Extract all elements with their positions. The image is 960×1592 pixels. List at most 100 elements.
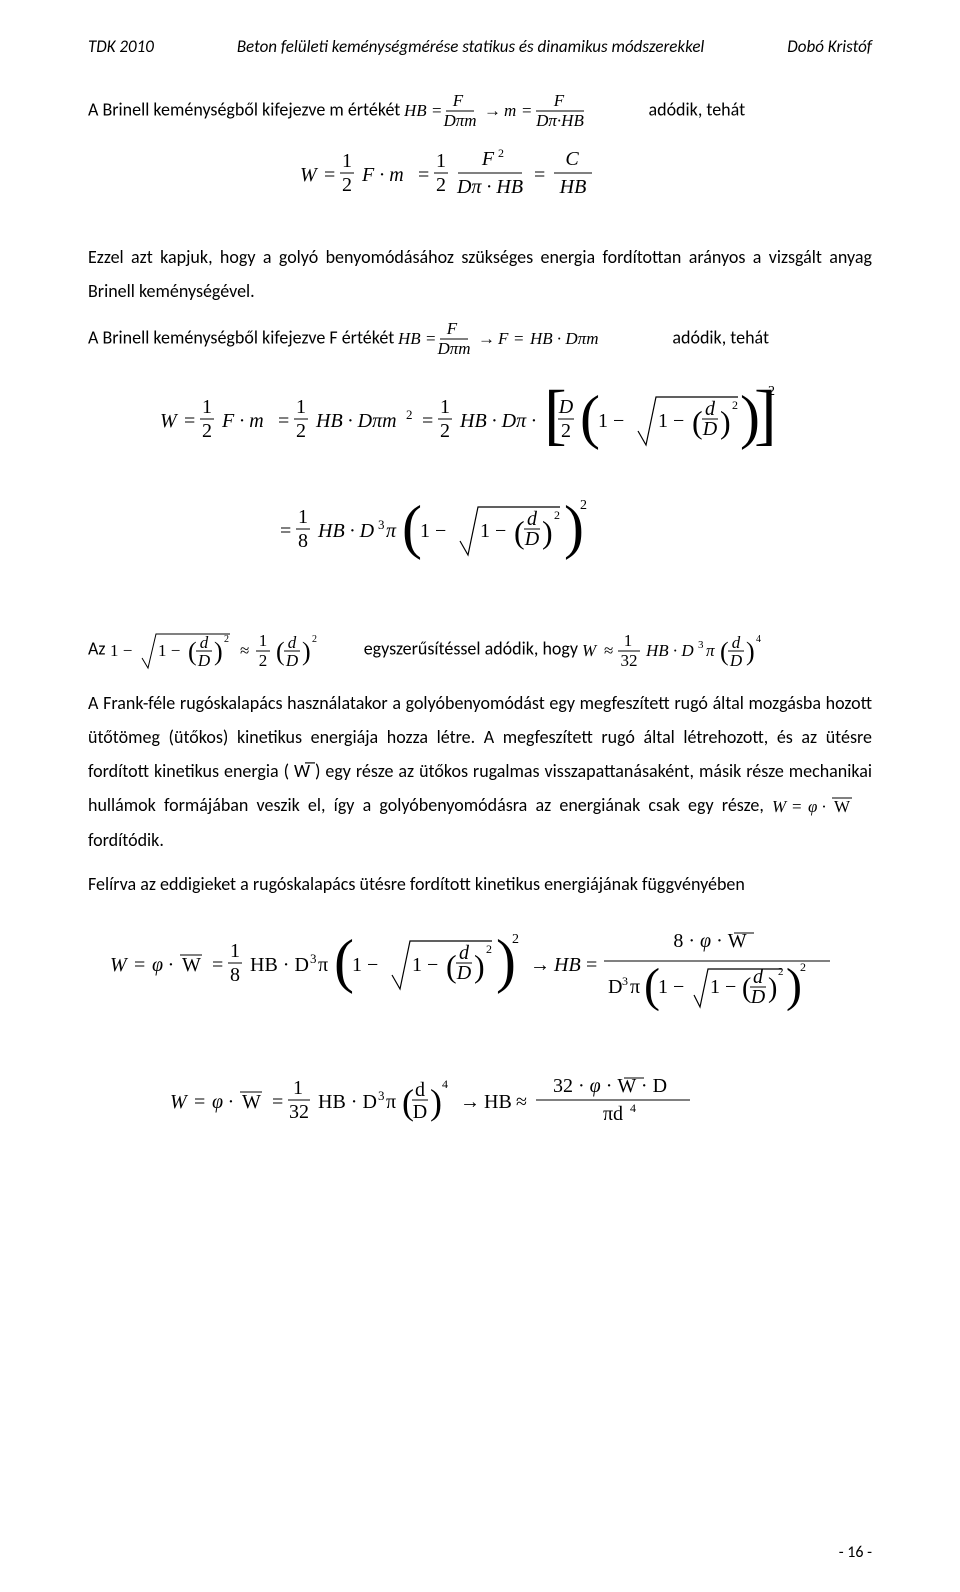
- svg-text:=: =: [586, 954, 597, 976]
- svg-text:4: 4: [756, 634, 761, 645]
- svg-text:2: 2: [554, 508, 560, 522]
- svg-text:2: 2: [778, 966, 784, 978]
- display-eq-1: W = 1 2 F · m = 1 2 F 2 Dπ · HB =: [88, 143, 872, 218]
- paragraph-2: Ezzel azt kapjuk, hogy a golyó benyomódá…: [88, 240, 872, 308]
- svg-text:HB · Dπm: HB · Dπm: [315, 410, 397, 432]
- svg-text:3: 3: [378, 517, 385, 532]
- svg-text:): ): [768, 973, 777, 1004]
- svg-text:1: 1: [298, 506, 308, 528]
- svg-text:=: =: [426, 329, 436, 348]
- para4-mid: egyszerűsítéssel adódik, hogy: [364, 637, 582, 659]
- para5-main: A Frank-féle rugóskalapács használatakor…: [88, 692, 872, 817]
- svg-text:1: 1: [202, 396, 212, 418]
- svg-text:d: d: [705, 398, 716, 420]
- svg-text:=: =: [534, 164, 545, 186]
- svg-text:(: (: [514, 514, 525, 550]
- svg-text:≈: ≈: [604, 641, 613, 660]
- svg-text:(: (: [692, 404, 703, 440]
- svg-text:): ): [214, 637, 223, 666]
- svg-text:π: π: [630, 976, 640, 998]
- svg-text:φ ·: φ ·: [212, 1091, 233, 1113]
- svg-text:=: =: [792, 797, 802, 816]
- svg-text:W: W: [834, 797, 851, 816]
- svg-text:1 −: 1 −: [158, 641, 180, 660]
- svg-text:Dπm: Dπm: [443, 111, 477, 130]
- svg-text:2: 2: [580, 498, 587, 513]
- svg-text:=: =: [514, 329, 524, 348]
- svg-text:π: π: [386, 520, 397, 542]
- svg-text:F: F: [446, 319, 458, 338]
- svg-text:8: 8: [230, 964, 240, 986]
- svg-text:F: F: [553, 91, 565, 110]
- svg-text:HB · D: HB · D: [645, 641, 694, 660]
- svg-text:8: 8: [298, 530, 308, 552]
- svg-text:2: 2: [202, 420, 212, 442]
- svg-text:3: 3: [310, 951, 317, 966]
- svg-text:(: (: [580, 384, 600, 450]
- svg-text:3: 3: [622, 974, 628, 988]
- svg-text:=: =: [212, 954, 223, 976]
- svg-text:=: =: [324, 164, 335, 186]
- svg-text:1: 1: [258, 631, 267, 650]
- svg-text:1 −: 1 −: [598, 410, 624, 432]
- svg-text:d: d: [287, 633, 296, 652]
- svg-text:1 −: 1 −: [480, 520, 506, 542]
- header-right: Dobó Kristóf: [787, 36, 872, 57]
- svg-text:HB: HB: [398, 329, 421, 348]
- svg-text:2: 2: [486, 942, 492, 956]
- svg-text:F: F: [452, 91, 464, 110]
- svg-text:Dπm: Dπm: [437, 339, 471, 358]
- svg-text:π: π: [706, 641, 715, 660]
- svg-text:HB · D: HB · D: [250, 954, 309, 976]
- svg-text:2: 2: [440, 420, 450, 442]
- svg-text:2: 2: [512, 932, 519, 947]
- svg-text:=: =: [418, 164, 429, 186]
- svg-text:W: W: [582, 641, 598, 660]
- svg-text:HB: HB: [559, 176, 587, 198]
- display-eq-2: W = 1 2 F · m = 1 2 HB · Dπm 2 = 1 2: [88, 371, 872, 602]
- svg-text:=: =: [522, 101, 532, 120]
- svg-text:2: 2: [342, 174, 352, 196]
- svg-text:2: 2: [800, 960, 806, 974]
- para5-suffix: fordítódik.: [88, 829, 164, 851]
- svg-text:3: 3: [378, 1088, 385, 1103]
- svg-text:): ): [720, 404, 731, 440]
- para3-suffix: adódik, tehát: [672, 326, 769, 348]
- display-eq-3: W = φ · W = 1 8 HB · D 3 π ( 1 − 1 −: [88, 913, 872, 1044]
- svg-text:W: W: [242, 1091, 261, 1113]
- svg-text:C: C: [565, 148, 579, 170]
- page-footer: - 16 -: [839, 1543, 872, 1562]
- svg-text:): ): [302, 637, 311, 666]
- svg-text:d: d: [415, 1079, 425, 1101]
- svg-text:4: 4: [442, 1077, 448, 1091]
- svg-text:2: 2: [561, 420, 571, 442]
- svg-text:2: 2: [436, 174, 446, 196]
- svg-text:32: 32: [289, 1101, 309, 1123]
- svg-text:F · m: F · m: [221, 410, 264, 432]
- page: TDK 2010 Beton felületi keménységmérése …: [0, 0, 960, 1592]
- svg-text:=: =: [280, 520, 291, 542]
- svg-text:1: 1: [342, 150, 352, 172]
- svg-text:32 · φ · W · D: 32 · φ · W · D: [553, 1075, 667, 1097]
- svg-text:≈: ≈: [240, 641, 249, 660]
- header-left: TDK 2010: [88, 36, 154, 57]
- svg-text:1 −: 1 −: [412, 954, 438, 976]
- svg-text:F · m: F · m: [361, 164, 404, 186]
- svg-text:φ ·: φ ·: [808, 797, 826, 816]
- svg-text:D: D: [456, 962, 472, 984]
- svg-text:1 −: 1 −: [658, 976, 684, 998]
- svg-text:HB · Dπm: HB · Dπm: [529, 329, 598, 348]
- svg-text:πd: πd: [603, 1103, 623, 1125]
- para4-prefix: Az: [88, 637, 110, 659]
- svg-text:=: =: [134, 954, 145, 976]
- para1-suffix: adódik, tehát: [648, 98, 745, 120]
- svg-text:3: 3: [698, 639, 704, 651]
- svg-text:1 −: 1 −: [420, 520, 446, 542]
- svg-text:W: W: [300, 164, 319, 186]
- svg-text:π: π: [386, 1091, 396, 1113]
- svg-text:(: (: [334, 928, 354, 994]
- svg-text:→: →: [530, 954, 550, 976]
- inline-math-2: HB = F Dπm → F = HB · Dπm: [398, 319, 668, 359]
- svg-text:1: 1: [293, 1077, 303, 1099]
- svg-text:(: (: [276, 637, 285, 666]
